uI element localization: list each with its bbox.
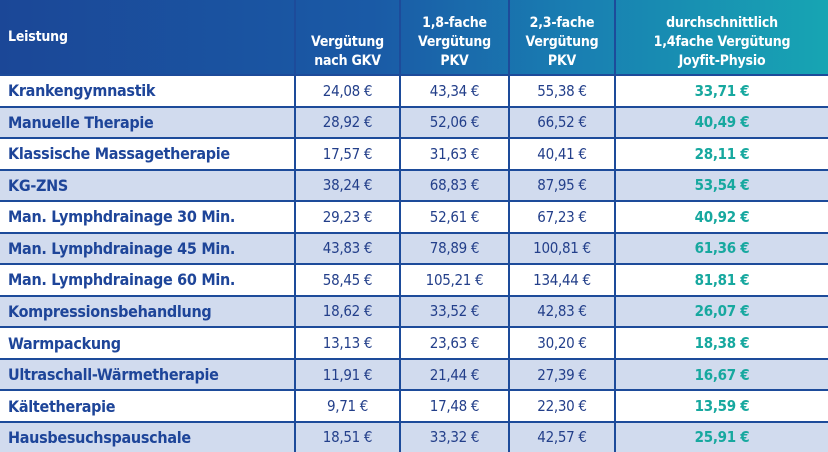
header-line: Vergütung (311, 34, 384, 50)
gkv-price: 11,91 € (294, 357, 401, 392)
pkv-2-3-price: 55,38 € (508, 74, 616, 108)
pkv-1-8-price: 52,06 € (399, 105, 510, 140)
joyfit-price: 61,36 € (614, 231, 828, 266)
header-gkv: Vergütung nach GKV (294, 0, 401, 76)
header-line: 1,4fache Vergütung (653, 34, 791, 50)
pkv-1-8-price: 33,32 € (399, 420, 510, 452)
table-row: Manuelle Therapie 28,92 €52,06 €66,52 €40… (0, 105, 828, 140)
pkv-2-3-price: 22,30 € (508, 389, 616, 423)
service-name: Klassische Massagetherapie (0, 137, 296, 171)
pkv-1-8-price: 68,83 € (399, 168, 510, 203)
gkv-price: 38,24 € (294, 168, 401, 203)
joyfit-price: 26,07 € (614, 294, 828, 329)
pkv-1-8-price: 17,48 € (399, 389, 510, 423)
joyfit-price: 28,11 € (614, 137, 828, 171)
table-row: Ultraschall-Wärmetherapie 11,91 €21,44 €2… (0, 357, 828, 392)
service-name: Man. Lymphdrainage 45 Min. (0, 231, 296, 266)
gkv-price: 9,71 € (294, 389, 401, 423)
pkv-2-3-price: 42,57 € (508, 420, 616, 452)
pkv-2-3-price: 42,83 € (508, 294, 616, 329)
header-pkv-1-8: 1,8-fache Vergütung PKV (399, 0, 510, 76)
header-line: PKV (547, 53, 577, 69)
table-row: KG-ZNS 38,24 €68,83 €87,95 €53,54 € (0, 168, 828, 203)
header-leistung: Leistung (0, 0, 296, 76)
service-name: Kältetherapie (0, 389, 296, 423)
table-row: Krankengymnastik 24,08 €43,34 €55,38 €33,… (0, 74, 828, 108)
table-row: Hausbesuchspauschale 18,51 €33,32 €42,57 … (0, 420, 828, 452)
joyfit-price: 25,91 € (614, 420, 828, 452)
gkv-price: 43,83 € (294, 231, 401, 266)
service-name: KG-ZNS (0, 168, 296, 203)
header-line: Joyfit-Physio (678, 53, 766, 69)
header-line: nach GKV (314, 53, 381, 69)
header-line: durchschnittlich (666, 15, 778, 31)
pkv-1-8-price: 31,63 € (399, 137, 510, 171)
pkv-2-3-price: 67,23 € (508, 200, 616, 234)
pkv-1-8-price: 52,61 € (399, 200, 510, 234)
service-name: Hausbesuchspauschale (0, 420, 296, 452)
joyfit-price: 40,92 € (614, 200, 828, 234)
pkv-1-8-price: 21,44 € (399, 357, 510, 392)
pkv-2-3-price: 30,20 € (508, 326, 616, 360)
header-row: Leistung Vergütung nach GKV 1,8-fache Vergüt… (0, 0, 828, 76)
table-header: Leistung Vergütung nach GKV 1,8-fache Vergüt… (0, 0, 828, 76)
table-row: Man. Lymphdrainage 30 Min. 29,23 €52,61 €… (0, 200, 828, 234)
table-row: Klassische Massagetherapie 17,57 €31,63 €… (0, 137, 828, 171)
joyfit-price: 18,38 € (614, 326, 828, 360)
service-name: Man. Lymphdrainage 60 Min. (0, 263, 296, 297)
header-line: Vergütung (525, 34, 599, 50)
pkv-1-8-price: 78,89 € (399, 231, 510, 266)
pkv-1-8-price: 23,63 € (399, 326, 510, 360)
gkv-price: 18,62 € (294, 294, 401, 329)
pkv-2-3-price: 27,39 € (508, 357, 616, 392)
table-row: Kältetherapie 9,71 €17,48 €22,30 €13,59 € (0, 389, 828, 423)
gkv-price: 24,08 € (294, 74, 401, 108)
service-name: Man. Lymphdrainage 30 Min. (0, 200, 296, 234)
joyfit-price: 33,71 € (614, 74, 828, 108)
pkv-1-8-price: 43,34 € (399, 74, 510, 108)
table-row: Warmpackung 13,13 €23,63 €30,20 €18,38 € (0, 326, 828, 360)
table-row: Kompressionsbehandlung 18,62 €33,52 €42,8… (0, 294, 828, 329)
gkv-price: 18,51 € (294, 420, 401, 452)
service-name: Kompressionsbehandlung (0, 294, 296, 329)
gkv-price: 28,92 € (294, 105, 401, 140)
gkv-price: 29,23 € (294, 200, 401, 234)
header-line: Vergütung (418, 34, 491, 50)
joyfit-price: 40,49 € (614, 105, 828, 140)
gkv-price: 58,45 € (294, 263, 401, 297)
joyfit-price: 16,67 € (614, 357, 828, 392)
joyfit-price: 53,54 € (614, 168, 828, 203)
pkv-2-3-price: 134,44 € (508, 263, 616, 297)
joyfit-price: 13,59 € (614, 389, 828, 423)
table-row: Man. Lymphdrainage 60 Min. 58,45 €105,21 … (0, 263, 828, 297)
gkv-price: 13,13 € (294, 326, 401, 360)
service-name: Manuelle Therapie (0, 105, 296, 140)
header-line: 2,3-fache (529, 15, 595, 31)
joyfit-price: 81,81 € (614, 263, 828, 297)
pkv-1-8-price: 105,21 € (399, 263, 510, 297)
pkv-2-3-price: 66,52 € (508, 105, 616, 140)
pkv-1-8-price: 33,52 € (399, 294, 510, 329)
pkv-2-3-price: 87,95 € (508, 168, 616, 203)
header-line: 1,8-fache (422, 15, 487, 31)
table-body: Krankengymnastik 24,08 €43,34 €55,38 €33,… (0, 74, 828, 452)
header-line: Leistung (8, 28, 68, 45)
service-name: Ultraschall-Wärmetherapie (0, 357, 296, 392)
table-row: Man. Lymphdrainage 45 Min. 43,83 €78,89 €… (0, 231, 828, 266)
header-pkv-2-3: 2,3-fache Vergütung PKV (508, 0, 616, 76)
header-joyfit: durchschnittlich 1,4fache Vergütung Joyfit… (614, 0, 828, 76)
gkv-price: 17,57 € (294, 137, 401, 171)
pkv-2-3-price: 40,41 € (508, 137, 616, 171)
service-name: Krankengymnastik (0, 74, 296, 108)
service-name: Warmpackung (0, 326, 296, 360)
header-line: PKV (440, 53, 469, 69)
pkv-2-3-price: 100,81 € (508, 231, 616, 266)
